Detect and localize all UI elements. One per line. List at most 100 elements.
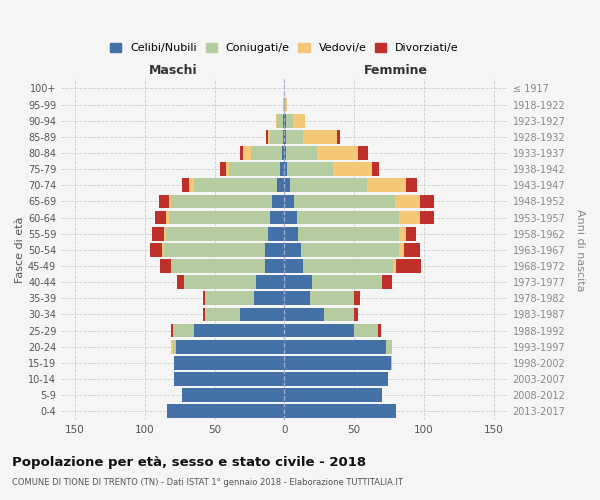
Bar (240, 308, 284, 322)
Bar (367, 178, 406, 192)
Bar (373, 162, 379, 176)
Bar (276, 114, 277, 128)
Bar (280, 162, 284, 176)
Bar (354, 308, 358, 322)
Bar (169, 210, 271, 224)
Bar (323, 308, 354, 322)
Bar (286, 130, 302, 143)
Bar (251, 146, 281, 160)
Bar (354, 324, 378, 338)
Bar (284, 227, 298, 240)
Bar (220, 162, 226, 176)
Bar (203, 308, 205, 322)
Bar (394, 259, 396, 273)
Bar (164, 227, 166, 240)
Bar (284, 404, 396, 418)
Bar (151, 243, 161, 256)
Text: COMUNE DI TIONE DI TRENTO (TN) - Dati ISTAT 1° gennaio 2018 - Elaborazione TUTTI: COMUNE DI TIONE DI TRENTO (TN) - Dati IS… (12, 478, 403, 487)
Bar (166, 210, 169, 224)
Bar (182, 388, 284, 402)
Bar (284, 243, 301, 256)
Bar (302, 259, 394, 273)
Bar (266, 130, 268, 143)
Bar (395, 194, 420, 208)
Bar (265, 243, 284, 256)
Bar (272, 194, 284, 208)
Bar (284, 308, 323, 322)
Bar (284, 340, 386, 353)
Bar (284, 372, 388, 386)
Bar (172, 324, 173, 338)
Bar (271, 130, 283, 143)
Bar (283, 114, 284, 128)
Bar (333, 162, 373, 176)
Bar (169, 194, 172, 208)
Bar (378, 324, 381, 338)
Bar (226, 162, 229, 176)
Bar (406, 178, 417, 192)
Legend: Celibi/Nubili, Coniugati/e, Vedovi/e, Divorziati/e: Celibi/Nubili, Coniugati/e, Vedovi/e, Di… (108, 41, 461, 56)
Bar (160, 259, 172, 273)
Bar (182, 178, 190, 192)
Bar (297, 210, 399, 224)
Bar (290, 178, 367, 192)
Bar (271, 210, 284, 224)
Bar (256, 275, 284, 289)
Bar (358, 146, 368, 160)
Bar (205, 292, 254, 305)
Bar (386, 340, 392, 353)
Bar (286, 146, 317, 160)
Bar (205, 308, 240, 322)
Bar (155, 210, 166, 224)
Bar (420, 194, 434, 208)
Bar (287, 162, 333, 176)
Bar (382, 275, 392, 289)
Text: Maschi: Maschi (148, 64, 197, 77)
Bar (166, 227, 268, 240)
Bar (313, 275, 382, 289)
Bar (281, 146, 284, 160)
Bar (293, 114, 305, 128)
Y-axis label: Anni di nascita: Anni di nascita (575, 208, 585, 291)
Bar (284, 146, 286, 160)
Text: Femmine: Femmine (364, 64, 428, 77)
Bar (265, 259, 284, 273)
Text: Popolazione per età, sesso e stato civile - 2018: Popolazione per età, sesso e stato civil… (12, 456, 366, 469)
Bar (404, 243, 420, 256)
Bar (317, 146, 358, 160)
Bar (298, 227, 399, 240)
Bar (399, 210, 420, 224)
Bar (337, 130, 340, 143)
Bar (174, 372, 284, 386)
Bar (194, 324, 284, 338)
Bar (177, 275, 184, 289)
Bar (173, 340, 176, 353)
Bar (284, 178, 290, 192)
Bar (420, 210, 434, 224)
Bar (277, 114, 283, 128)
Bar (172, 340, 173, 353)
Bar (254, 292, 284, 305)
Bar (242, 146, 251, 160)
Bar (203, 292, 205, 305)
Bar (284, 259, 302, 273)
Bar (284, 130, 286, 143)
Bar (284, 114, 286, 128)
Bar (172, 194, 272, 208)
Bar (302, 130, 337, 143)
Bar (399, 227, 406, 240)
Bar (391, 356, 392, 370)
Bar (277, 178, 284, 192)
Bar (301, 243, 399, 256)
Bar (184, 275, 256, 289)
Bar (174, 356, 284, 370)
Bar (284, 162, 287, 176)
Bar (167, 404, 284, 418)
Bar (284, 324, 354, 338)
Bar (294, 194, 395, 208)
Bar (283, 130, 284, 143)
Bar (194, 178, 277, 192)
Bar (283, 98, 284, 112)
Bar (176, 340, 284, 353)
Bar (310, 292, 354, 305)
